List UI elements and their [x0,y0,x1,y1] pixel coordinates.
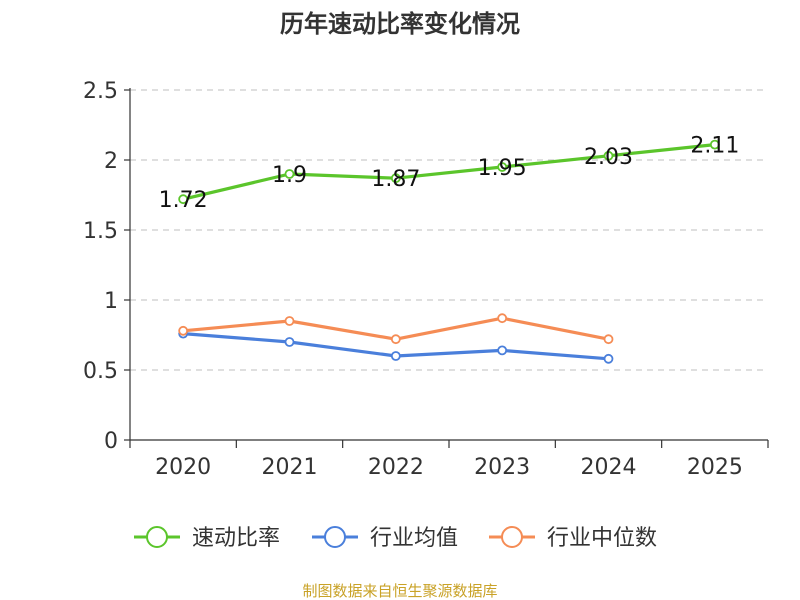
data-point [603,150,614,161]
source-note: 制图数据来自恒生聚源数据库 [302,582,497,600]
gridlines [130,89,768,371]
data-point [390,173,401,184]
axes: 0 0.5 1 1.5 2 2.5 2020 2021 2022 2023 2024 2025 [83,79,769,480]
data-label: 2.11 [690,134,739,159]
data-point [497,162,508,172]
data-point [603,353,614,364]
x-tick-label: 2025 [687,455,743,480]
data-point [497,313,508,324]
data-label: 1.95 [478,156,527,181]
legend-marker [146,526,168,548]
data-label: 2.03 [584,145,633,170]
x-tick-label: 2023 [474,455,530,480]
legend-label: 行业中位数 [547,526,657,551]
data-point [709,139,720,150]
y-tick-label: 2 [104,149,118,174]
series-line-1 [182,143,715,201]
x-tick-label: 2022 [368,455,424,480]
legend-marker [324,526,346,548]
data-point [497,345,508,356]
legend-label: 速动比率 [192,526,280,551]
data-point [284,316,295,326]
x-tick-label: 2024 [581,455,637,480]
x-tick-label: 2020 [155,455,211,480]
y-tick-label: 0 [104,429,118,454]
data-point [390,351,401,361]
data-labels: 1.72 1.9 1.87 1.95 2.03 2.11 [159,134,740,214]
legend-marker [501,526,523,548]
data-label: 1.72 [159,188,208,213]
data-point [178,194,189,205]
data-point [390,334,401,345]
data-point [178,325,189,336]
y-tick-label: 0.5 [83,359,118,384]
y-tick-label: 1.5 [83,219,118,244]
data-point [284,337,295,347]
legend: 速动比率 行业均值 行业中位数 [134,526,657,551]
series-group [178,139,720,364]
data-point [284,169,295,179]
legend-label: 行业均值 [370,526,458,551]
x-tick-label: 2021 [262,455,318,480]
y-tick-label: 2.5 [83,79,118,104]
chart-title: 历年速动比率变化情况 [280,10,520,38]
y-tick-label: 1 [104,289,118,314]
data-label: 1.9 [272,163,307,188]
data-label: 1.87 [371,167,420,192]
data-point [603,334,614,345]
